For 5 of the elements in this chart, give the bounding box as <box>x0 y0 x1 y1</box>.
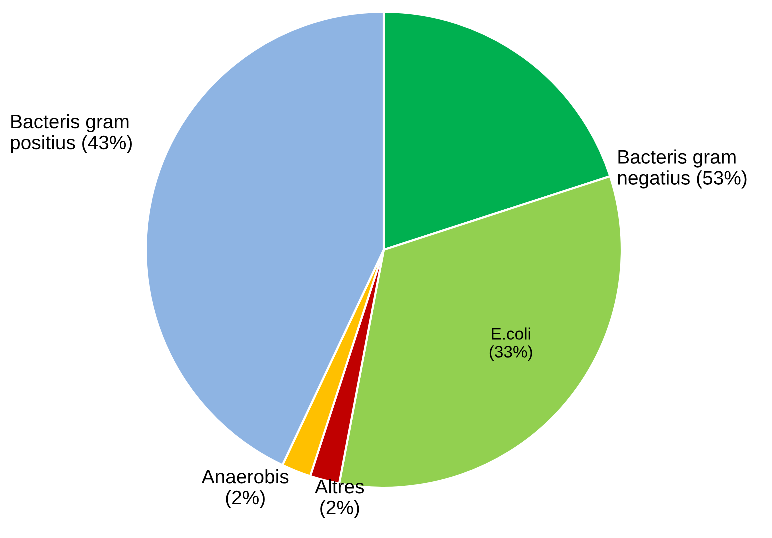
slice-label: Bacteris gram positius (43%) <box>11 114 132 154</box>
slice-label: Anaerobis (2%) <box>202 469 289 509</box>
slice-label: E.coli (33%) <box>490 328 532 362</box>
slice-label: Altres (2%) <box>315 479 364 518</box>
text: Bacteris gram negatius (53%) <box>618 150 747 189</box>
